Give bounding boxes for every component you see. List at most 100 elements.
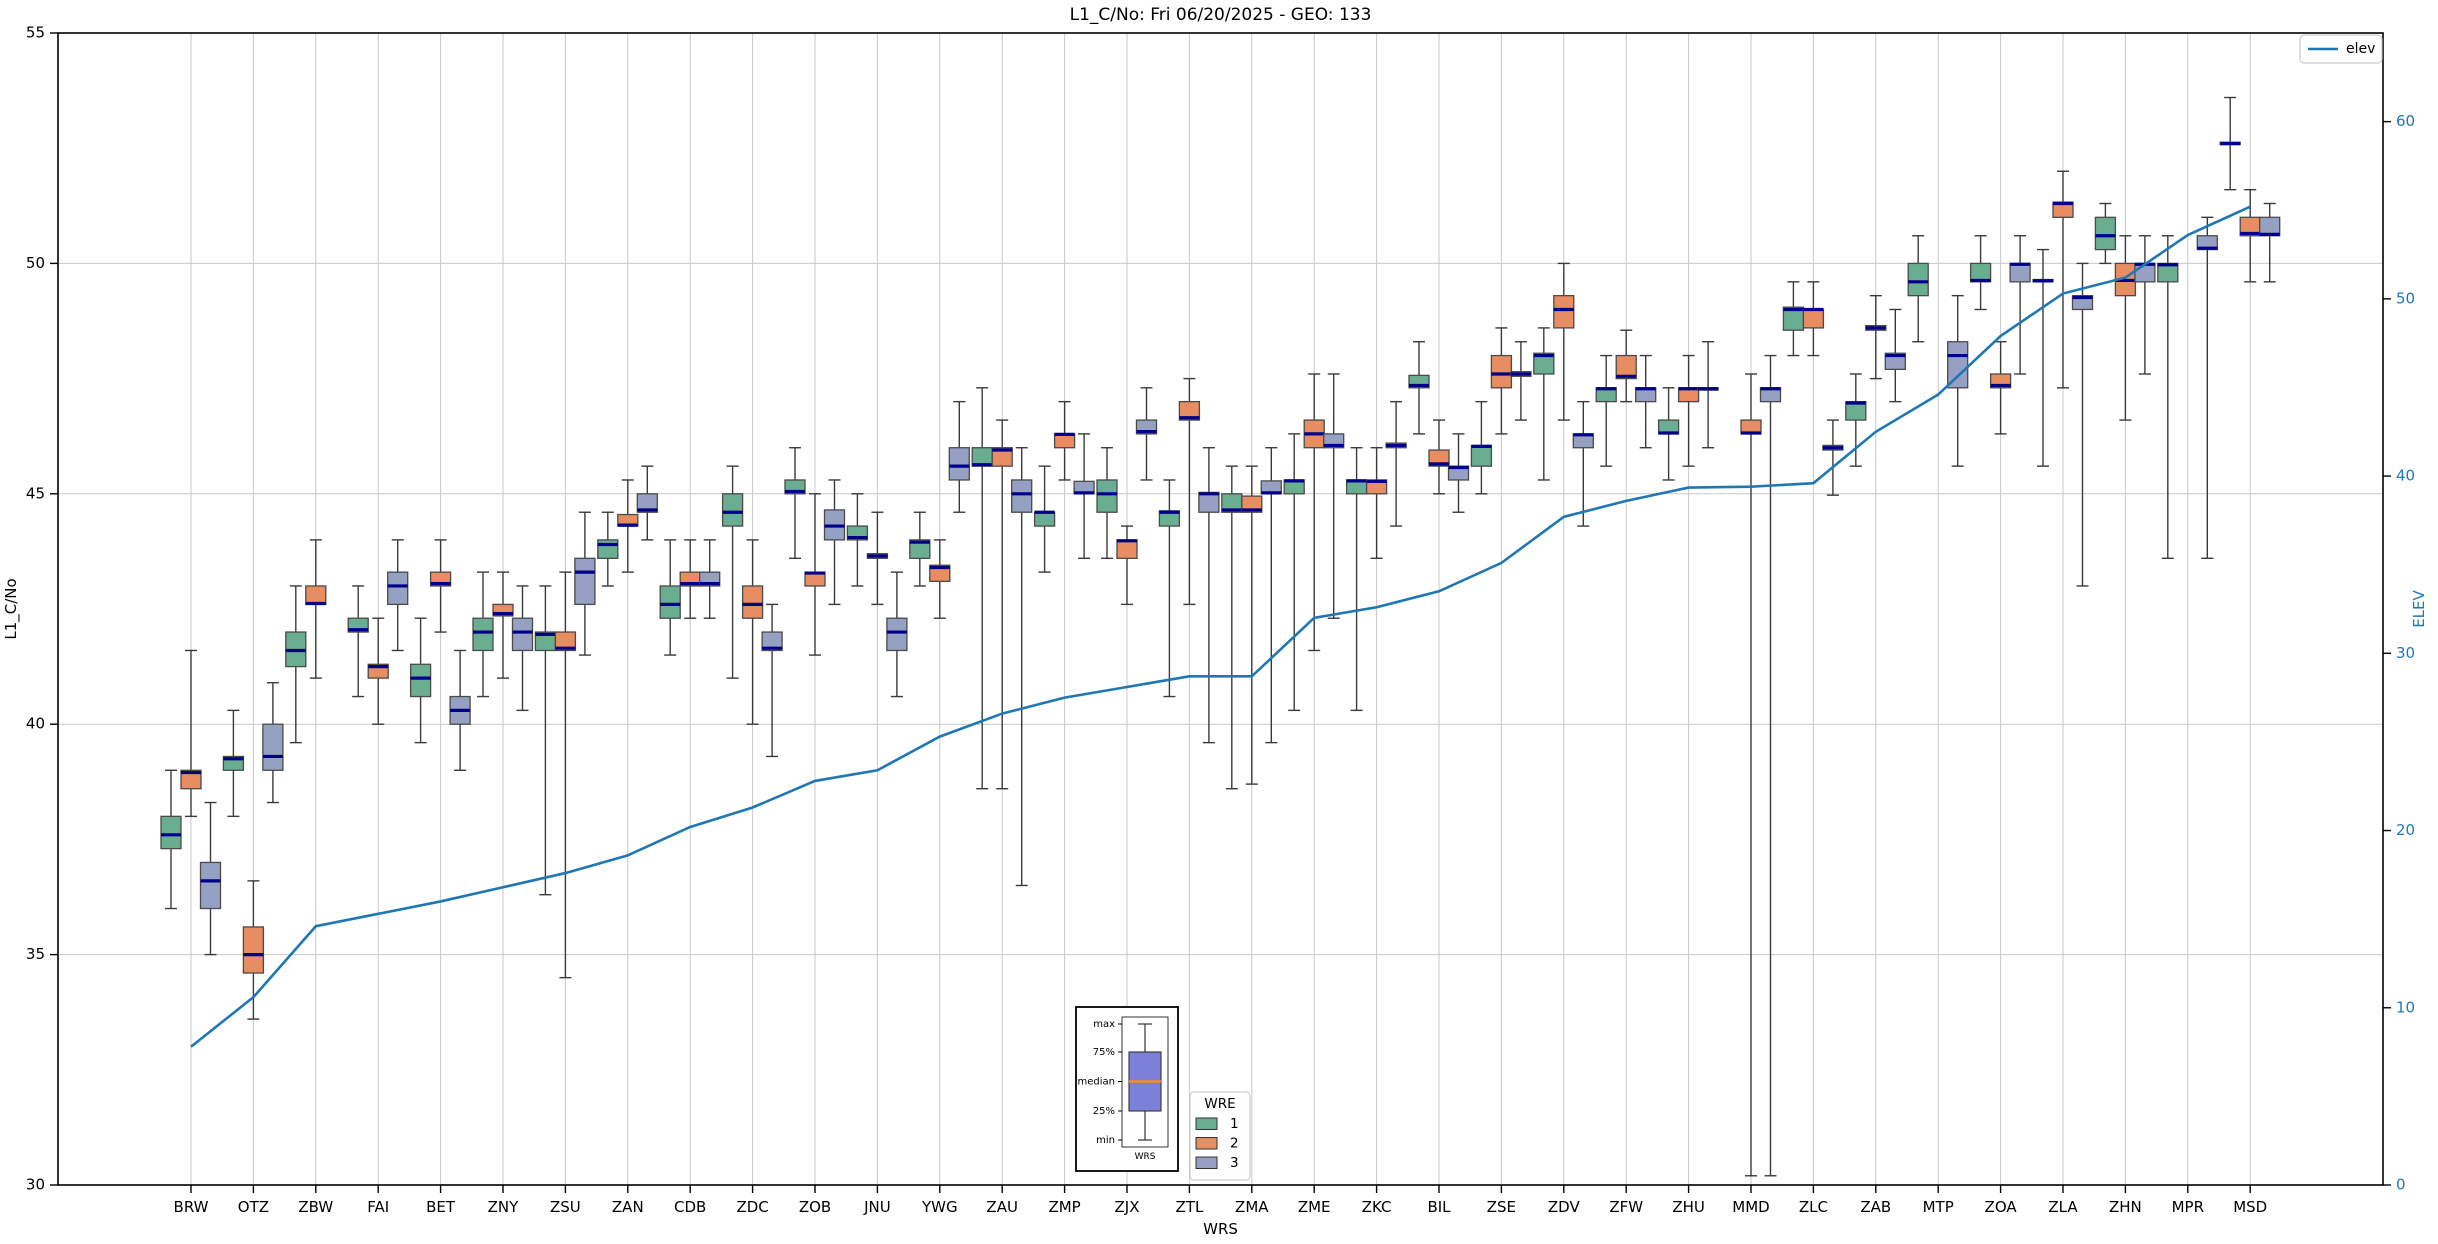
wre-swatch-1	[1195, 1117, 1218, 1130]
wre-label-1: 1	[1230, 1116, 1239, 1132]
x-axis-label: WRS	[1203, 1220, 1238, 1238]
box-ZHU-1	[1657, 387, 1680, 481]
chart-title: L1_C/No: Fri 06/20/2025 - GEO: 133	[1070, 5, 1372, 25]
svg-text:ZNY: ZNY	[488, 1198, 519, 1216]
svg-text:ZOB: ZOB	[799, 1198, 831, 1216]
box-ZDC-1	[721, 465, 744, 679]
svg-text:ZDC: ZDC	[736, 1198, 768, 1216]
box-ZAU-2	[991, 419, 1013, 790]
svg-text:ZDV: ZDV	[1548, 1198, 1581, 1216]
svg-text:ZBW: ZBW	[298, 1198, 333, 1216]
box-ZME-1	[1283, 433, 1305, 712]
elev-line	[190, 205, 2251, 1048]
svg-text:75%: 75%	[1093, 1047, 1115, 1058]
svg-text:ZMP: ZMP	[1048, 1198, 1080, 1216]
box-ZNY-2	[492, 571, 514, 679]
svg-text:MSD: MSD	[2233, 1198, 2267, 1216]
box-MSD-3	[2259, 202, 2281, 283]
box-YWG-3	[948, 400, 970, 513]
svg-text:25%: 25%	[1093, 1106, 1115, 1117]
svg-text:YWG: YWG	[921, 1198, 958, 1216]
svg-text:ZSU: ZSU	[550, 1198, 581, 1216]
box-ZAN-1	[597, 511, 619, 587]
svg-text:ZLA: ZLA	[2048, 1198, 2078, 1216]
box-MPR-3	[2196, 216, 2218, 560]
svg-text:ZSE: ZSE	[1487, 1198, 1516, 1216]
box-ZAB-2	[1865, 294, 1887, 380]
box-ZKC-2	[1365, 447, 1388, 560]
right-axis: 0 10 20 30 40 50 60 ELEV	[2383, 112, 2428, 1194]
box-MSD-1	[2219, 96, 2241, 191]
box-ZHN-1	[2094, 202, 2117, 265]
svg-text:OTZ: OTZ	[238, 1198, 269, 1216]
svg-text:20: 20	[2396, 821, 2415, 839]
box-BET-2	[429, 539, 452, 633]
box-MSD-2	[2239, 188, 2261, 283]
box-ZMA-3	[1260, 447, 1282, 744]
box-ZLA-2	[2052, 170, 2074, 389]
svg-text:ZAB: ZAB	[1860, 1198, 1891, 1216]
box-ZJX-1	[1096, 447, 1118, 560]
box-ZAU-3	[1011, 447, 1033, 887]
box-CDB-3	[699, 539, 721, 619]
box-ZLA-1	[2032, 248, 2054, 467]
box-ZBW-2	[305, 539, 327, 679]
box-ZNY-1	[472, 571, 494, 698]
svg-text:ZHU: ZHU	[1672, 1198, 1705, 1216]
box-BRW-3	[199, 801, 222, 956]
svg-text:30: 30	[2396, 644, 2415, 662]
box-YWG-2	[929, 539, 951, 619]
series-wre-3	[199, 202, 2281, 1177]
elev-legend: elev	[2299, 34, 2383, 64]
wre-swatch-3	[1195, 1156, 1218, 1169]
box-ZJX-3	[1135, 387, 1158, 481]
box-ZLC-3	[1822, 419, 1844, 496]
box-FAI-2	[367, 617, 389, 725]
box-BIL-3	[1447, 433, 1470, 513]
svg-text:min: min	[1096, 1135, 1115, 1146]
svg-text:CDB: CDB	[674, 1198, 706, 1216]
svg-text:FAI: FAI	[367, 1198, 389, 1216]
box-ZOA-1	[1969, 235, 1992, 311]
box-CDB-1	[659, 539, 681, 656]
svg-text:40: 40	[2396, 467, 2415, 485]
box-ZTL-2	[1178, 377, 1201, 606]
box-ZAN-2	[617, 479, 639, 573]
svg-text:ZJX: ZJX	[1115, 1198, 1140, 1216]
box-ZLC-1	[1782, 281, 1805, 357]
box-BIL-1	[1408, 341, 1430, 435]
box-ZAB-1	[1845, 373, 1867, 467]
box-MTP-1	[1907, 235, 1929, 343]
svg-text:ZME: ZME	[1298, 1198, 1331, 1216]
box-ZMA-1	[1221, 465, 1243, 790]
svg-text:40: 40	[26, 715, 45, 733]
svg-text:ZAN: ZAN	[612, 1198, 644, 1216]
wre-label-2: 2	[1230, 1136, 1239, 1152]
svg-text:JNU: JNU	[863, 1198, 891, 1216]
svg-text:ZFW: ZFW	[1609, 1198, 1643, 1216]
box-CDB-2	[679, 539, 701, 619]
box-ZHU-2	[1677, 354, 1700, 467]
left-axis: 30 35 40 45 50 55 L1_C/No	[2, 24, 58, 1194]
svg-text:max: max	[1093, 1019, 1115, 1030]
box-ZLC-2	[1802, 281, 1825, 357]
box-ZMP-1	[1033, 465, 1056, 573]
box-ZTL-3	[1198, 447, 1220, 744]
svg-text:45: 45	[26, 484, 45, 502]
svg-text:ZHN: ZHN	[2109, 1198, 2142, 1216]
svg-text:BRW: BRW	[174, 1198, 209, 1216]
box-MPR-1	[2157, 235, 2179, 560]
box-ZOA-2	[1989, 341, 2012, 435]
box-ZTL-1	[1158, 479, 1181, 698]
box-ZSE-2	[1490, 327, 1513, 435]
box-ZOA-3	[2009, 235, 2031, 375]
box-ZFW-1	[1595, 354, 1617, 467]
svg-text:ZAU: ZAU	[986, 1198, 1018, 1216]
wre-swatch-2	[1195, 1137, 1218, 1150]
svg-text:BET: BET	[426, 1198, 456, 1216]
box-BRW-2	[180, 649, 202, 818]
svg-text:ZKC: ZKC	[1362, 1198, 1392, 1216]
box-BRW-1	[160, 769, 182, 910]
svg-text:ZMA: ZMA	[1235, 1198, 1269, 1216]
wre-label-3: 3	[1230, 1155, 1239, 1171]
